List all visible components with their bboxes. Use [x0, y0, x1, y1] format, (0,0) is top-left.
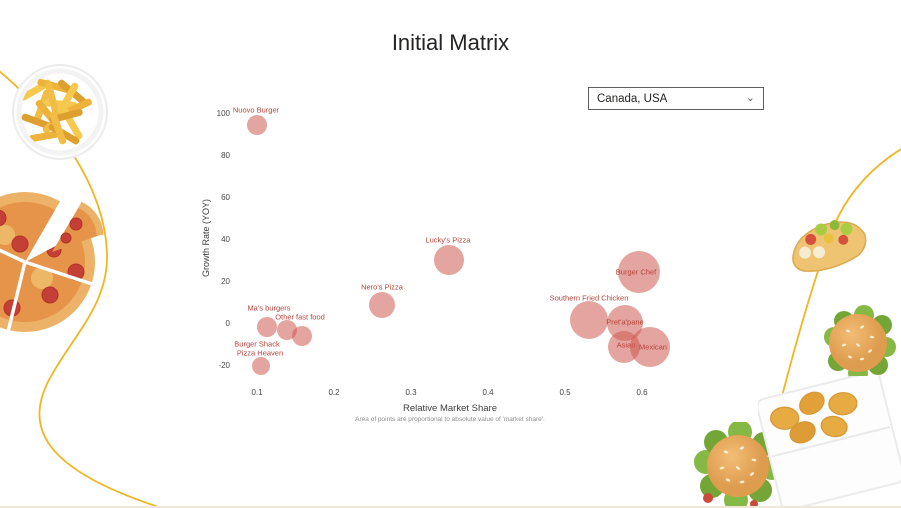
bottom-divider	[0, 506, 901, 508]
bubble-nero-s-pizza[interactable]	[368, 292, 395, 319]
bubble-label-nuovo-burger: Nuovo Burger	[232, 105, 280, 115]
bubble-nuovo-burger[interactable]	[247, 114, 267, 135]
bubble-ma-s-burgers[interactable]	[257, 317, 277, 338]
y-tick: -20	[218, 361, 230, 370]
x-tick: 0.2	[328, 388, 340, 397]
bubble-label-burger-shack: Burger Shack	[234, 339, 280, 349]
y-tick: 100	[216, 109, 230, 118]
bubble-pizza-heaven[interactable]	[251, 357, 270, 375]
bubble-label-lucky-s-pizza: Lucky's Pizza	[425, 235, 471, 245]
y-tick: 80	[221, 151, 230, 160]
bubble-label-nero-s-pizza: Nero's Pizza	[361, 282, 403, 292]
x-tick: 0.4	[482, 388, 494, 397]
x-axis-label: Relative Market Share	[403, 403, 497, 414]
x-tick: 0.3	[405, 388, 417, 397]
bubble-burger-chef[interactable]	[617, 250, 660, 293]
x-tick: 0.5	[559, 388, 571, 397]
bubble-label-southern-fried-chicken: Southern Fried Chicken	[549, 293, 629, 303]
bubble-label-burger-chef: Burger Chef	[615, 267, 657, 277]
y-tick: 0	[225, 319, 230, 328]
bubble-lucky-s-pizza[interactable]	[433, 244, 464, 275]
x-tick: 0.1	[251, 388, 263, 397]
bubble-other-fast-food[interactable]	[291, 325, 312, 346]
country-dropdown[interactable]: Canada, USA ⌄	[588, 87, 764, 110]
chart-footnote: Area of points are proportional to absol…	[355, 416, 545, 423]
y-tick: 20	[221, 277, 230, 286]
page-title: Initial Matrix	[391, 30, 510, 55]
bubble-label-pizza-heaven: Pizza Heaven	[236, 348, 284, 358]
chevron-down-icon: ⌄	[745, 92, 755, 104]
y-tick: 60	[221, 193, 230, 202]
bubble-label-pret-a-pane: Pret'a'pane	[606, 317, 644, 327]
bubble-label-asian: Asian	[616, 340, 636, 350]
bubble-label-other-fast-food: Other fast food	[275, 312, 325, 322]
country-dropdown-value: Canada, USA	[597, 92, 668, 105]
y-tick: 40	[221, 235, 230, 244]
bubble-label-mexican: Mexican	[639, 342, 667, 352]
bubble-southern-fried-chicken[interactable]	[569, 300, 608, 339]
bubble-label-ma-s-burgers: Ma's burgers	[247, 303, 291, 313]
x-tick: 0.6	[636, 388, 648, 397]
bubble-mexican[interactable]	[629, 327, 670, 368]
